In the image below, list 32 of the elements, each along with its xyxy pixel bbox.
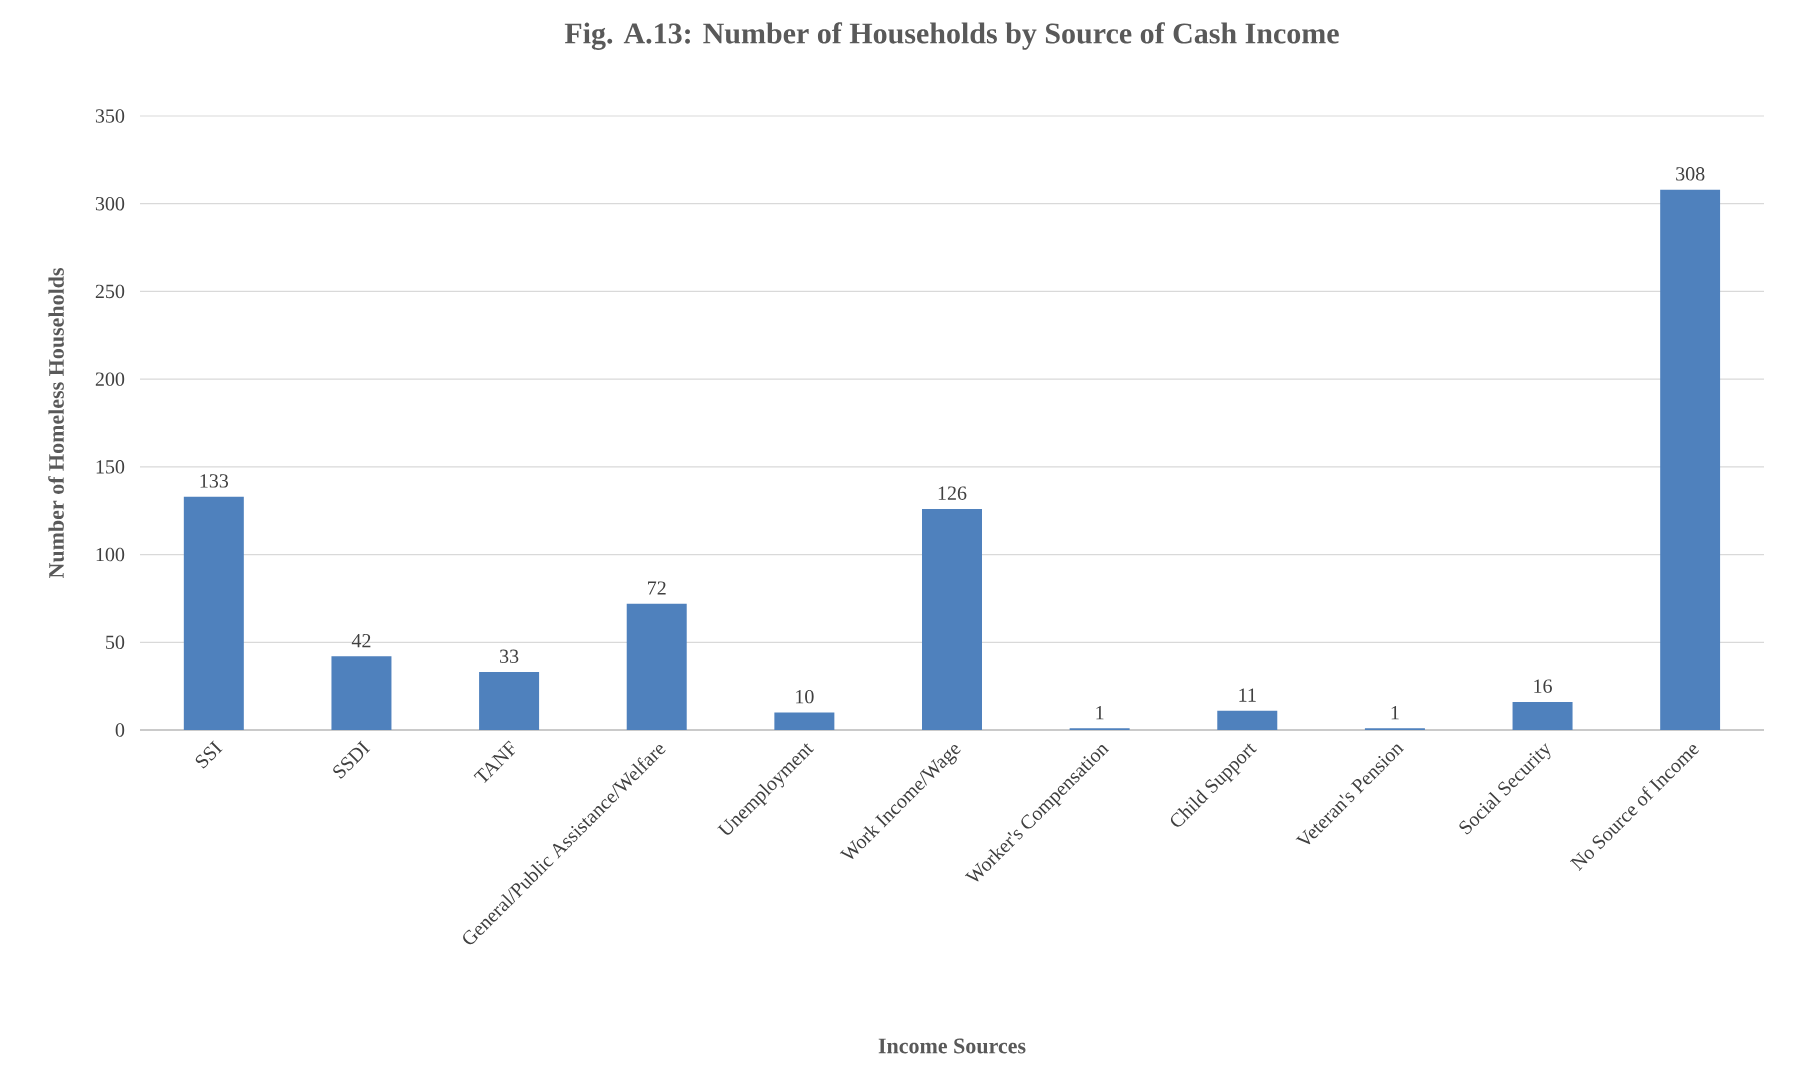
data-label: 42 (351, 634, 371, 648)
y-axis-title: Number of Homeless Households (48, 268, 64, 579)
data-label: 308 (1676, 167, 1705, 181)
data-label: 1 (1391, 705, 1399, 720)
bar (922, 508, 982, 730)
data-label: 11 (1239, 688, 1256, 702)
y-tick-label: 200 (95, 372, 125, 386)
bar (626, 603, 687, 730)
bar (1660, 189, 1721, 730)
data-label: 10 (796, 689, 814, 704)
bar (1217, 710, 1278, 730)
y-tick-label: 0 (115, 723, 125, 737)
data-label: 133 (200, 474, 229, 488)
data-label: 33 (500, 649, 519, 664)
y-tick-label: 150 (96, 460, 125, 474)
y-tick-label: 250 (95, 284, 125, 299)
chart-title: Fig. A.13: Number of Households by Source of Cash Income (564, 22, 1339, 50)
x-axis-title: Income Sources (878, 1038, 1026, 1054)
x-tick-label: SSI (195, 740, 223, 769)
bar (1512, 701, 1573, 730)
y-tick-label: 350 (95, 109, 125, 123)
y-tick-label: 300 (95, 196, 125, 211)
bar (479, 672, 540, 730)
y-tick-label: 50 (106, 635, 125, 650)
data-label: 1 (1096, 705, 1104, 720)
bar (183, 496, 244, 730)
data-label: 72 (648, 581, 666, 595)
bar (331, 656, 392, 730)
y-tick-label: 100 (96, 547, 125, 562)
bar (774, 712, 835, 730)
data-label: 16 (1534, 679, 1552, 693)
data-label: 126 (938, 486, 967, 500)
